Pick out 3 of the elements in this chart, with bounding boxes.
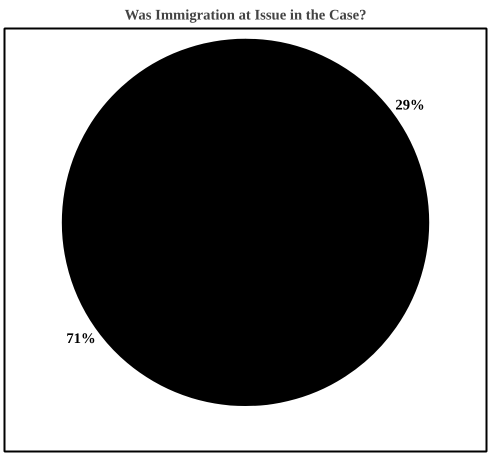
data-label: 29%: [395, 98, 425, 114]
data-label: 71%: [66, 331, 96, 348]
chart-title: Was Immigration at Issue in the Case?: [124, 8, 366, 24]
